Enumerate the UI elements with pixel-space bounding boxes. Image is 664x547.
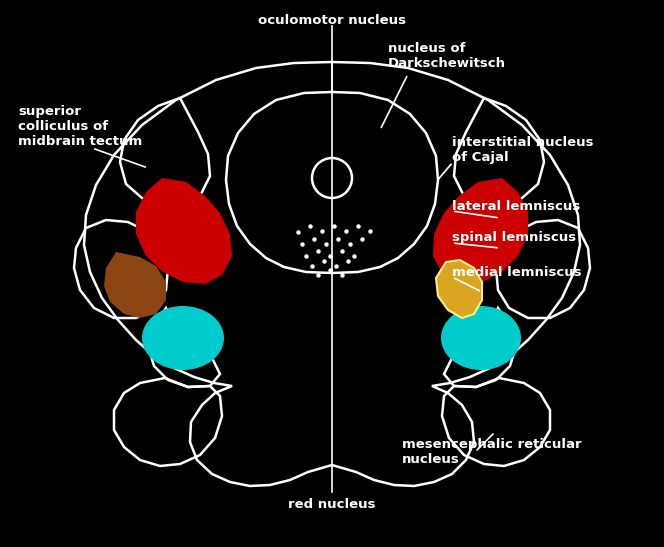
Polygon shape [136, 178, 232, 284]
Text: medial lemniscus: medial lemniscus [452, 265, 582, 278]
Polygon shape [104, 252, 166, 318]
Polygon shape [436, 260, 482, 318]
Text: interstitial nucleus
of Cajal: interstitial nucleus of Cajal [452, 136, 594, 164]
Text: nucleus of
Darkschewitsch: nucleus of Darkschewitsch [388, 42, 506, 70]
Text: lateral lemniscus: lateral lemniscus [452, 200, 580, 212]
Text: mesencephalic reticular
nucleus: mesencephalic reticular nucleus [402, 438, 582, 466]
Polygon shape [433, 178, 528, 284]
Text: superior
colliculus of
midbrain tectum: superior colliculus of midbrain tectum [18, 105, 142, 148]
Ellipse shape [441, 306, 521, 370]
Text: spinal lemniscus: spinal lemniscus [452, 231, 576, 245]
Ellipse shape [142, 306, 224, 370]
Text: red nucleus: red nucleus [288, 498, 376, 511]
Text: oculomotor nucleus: oculomotor nucleus [258, 14, 406, 27]
